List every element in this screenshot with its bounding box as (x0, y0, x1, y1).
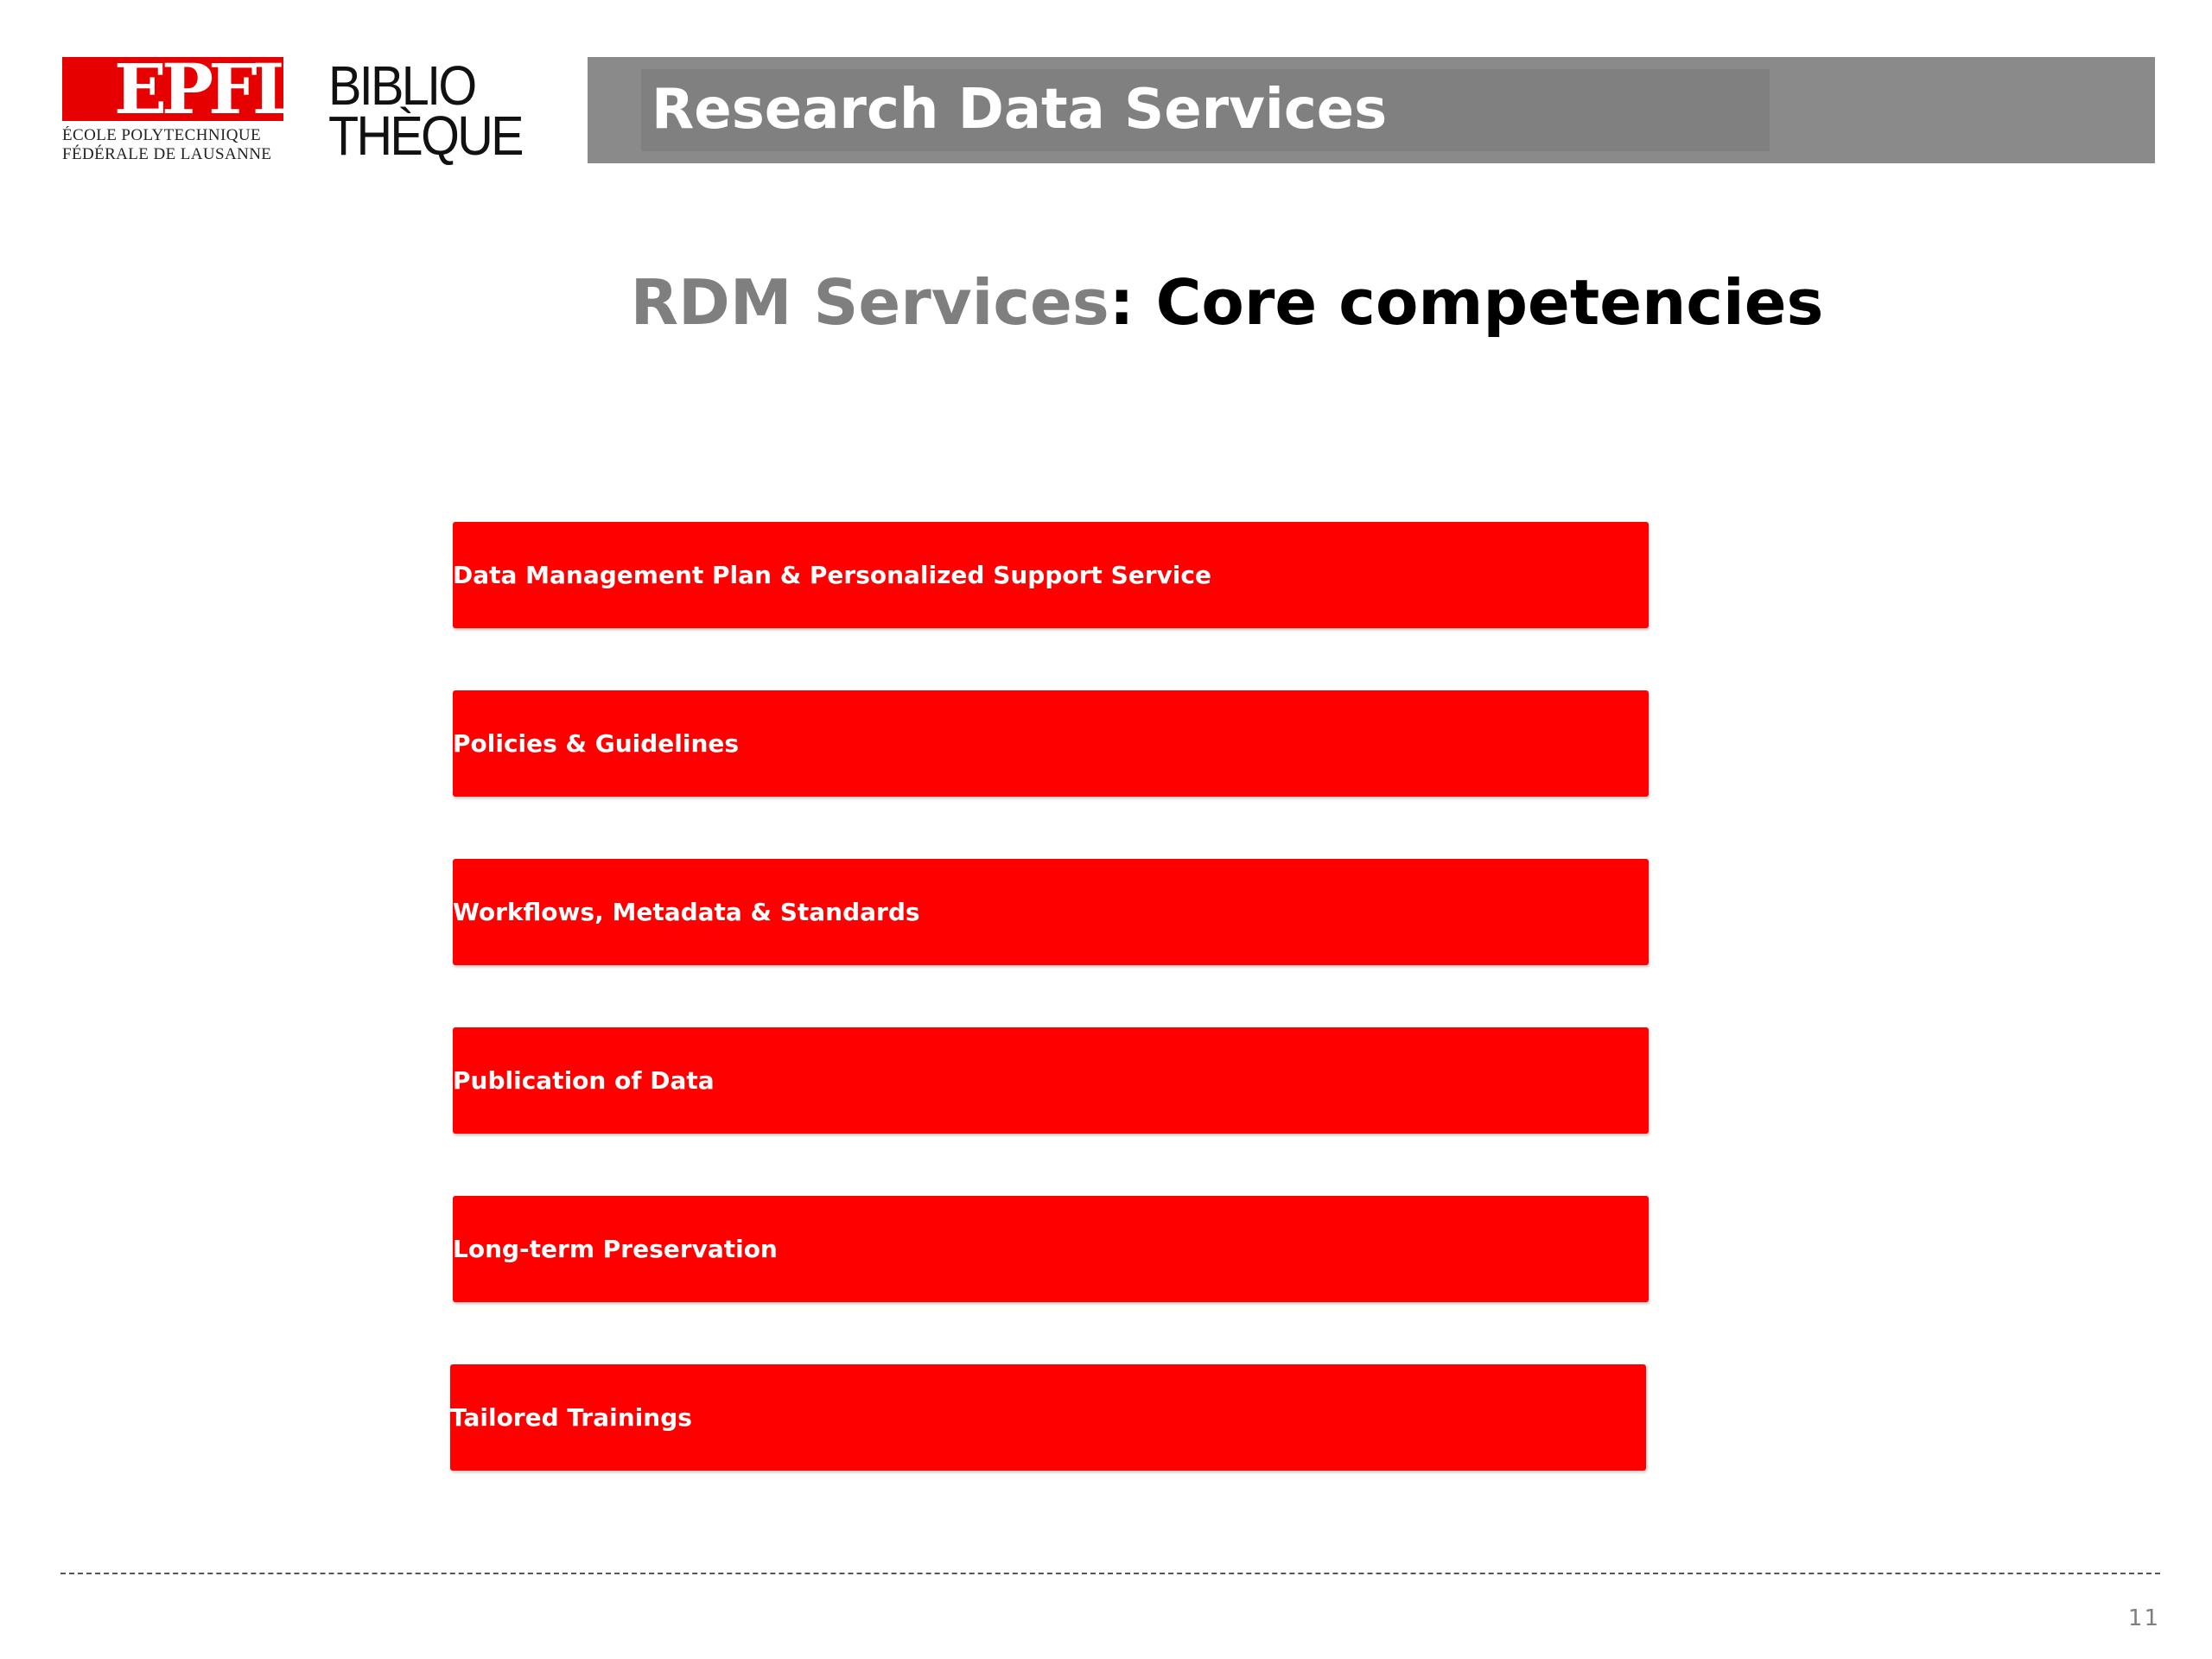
competency-bar: Publication of Data (453, 1027, 1649, 1134)
banner-title: Research Data Services (652, 78, 1388, 142)
footer-divider (60, 1573, 2160, 1574)
competency-label: Policies & Guidelines (453, 729, 740, 758)
competency-bar: Data Management Plan & Personalized Supp… (453, 522, 1649, 628)
slide-title: RDM Services: Core competencies (0, 259, 2212, 346)
competency-label: Data Management Plan & Personalized Supp… (453, 561, 1211, 589)
competency-label: Long-term Preservation (453, 1235, 778, 1263)
competency-bar: Policies & Guidelines (453, 690, 1649, 797)
competency-label: Tailored Trainings (450, 1403, 692, 1432)
bibliotheque-logo-line2: THÈQUE (328, 105, 524, 167)
competency-bar: Workflows, Metadata & Standards (453, 859, 1649, 965)
bibliotheque-logo-line1: BIBLIO (328, 54, 477, 117)
page-number: 11 (2127, 1605, 2160, 1631)
epfl-logo-line1: ÉCOLE POLYTECHNIQUE (62, 126, 261, 144)
epfl-logo: EPFL ÉCOLE POLYTECHNIQUE FÉDÉRALE DE LAU… (62, 57, 283, 169)
competency-bar: Tailored Trainings (450, 1364, 1646, 1471)
competency-label: Publication of Data (453, 1066, 715, 1095)
epfl-logo-subtitle: ÉCOLE POLYTECHNIQUE FÉDÉRALE DE LAUSANNE (62, 126, 283, 164)
bibliotheque-logo: BIBLIO THÈQUE (328, 54, 536, 173)
slide-title-part1: RDM Services (630, 266, 1109, 339)
epfl-logo-line2: FÉDÉRALE DE LAUSANNE (62, 145, 272, 163)
epfl-logo-mark: EPFL (114, 57, 283, 121)
slide-title-part2: : Core competencies (1109, 266, 1824, 339)
header-banner-inner: Research Data Services (641, 69, 1770, 151)
competency-label: Workflows, Metadata & Standards (453, 898, 920, 926)
header-banner: Research Data Services (588, 57, 2155, 163)
competency-bar: Long-term Preservation (453, 1196, 1649, 1302)
epfl-logo-red-block: EPFL (62, 57, 283, 121)
